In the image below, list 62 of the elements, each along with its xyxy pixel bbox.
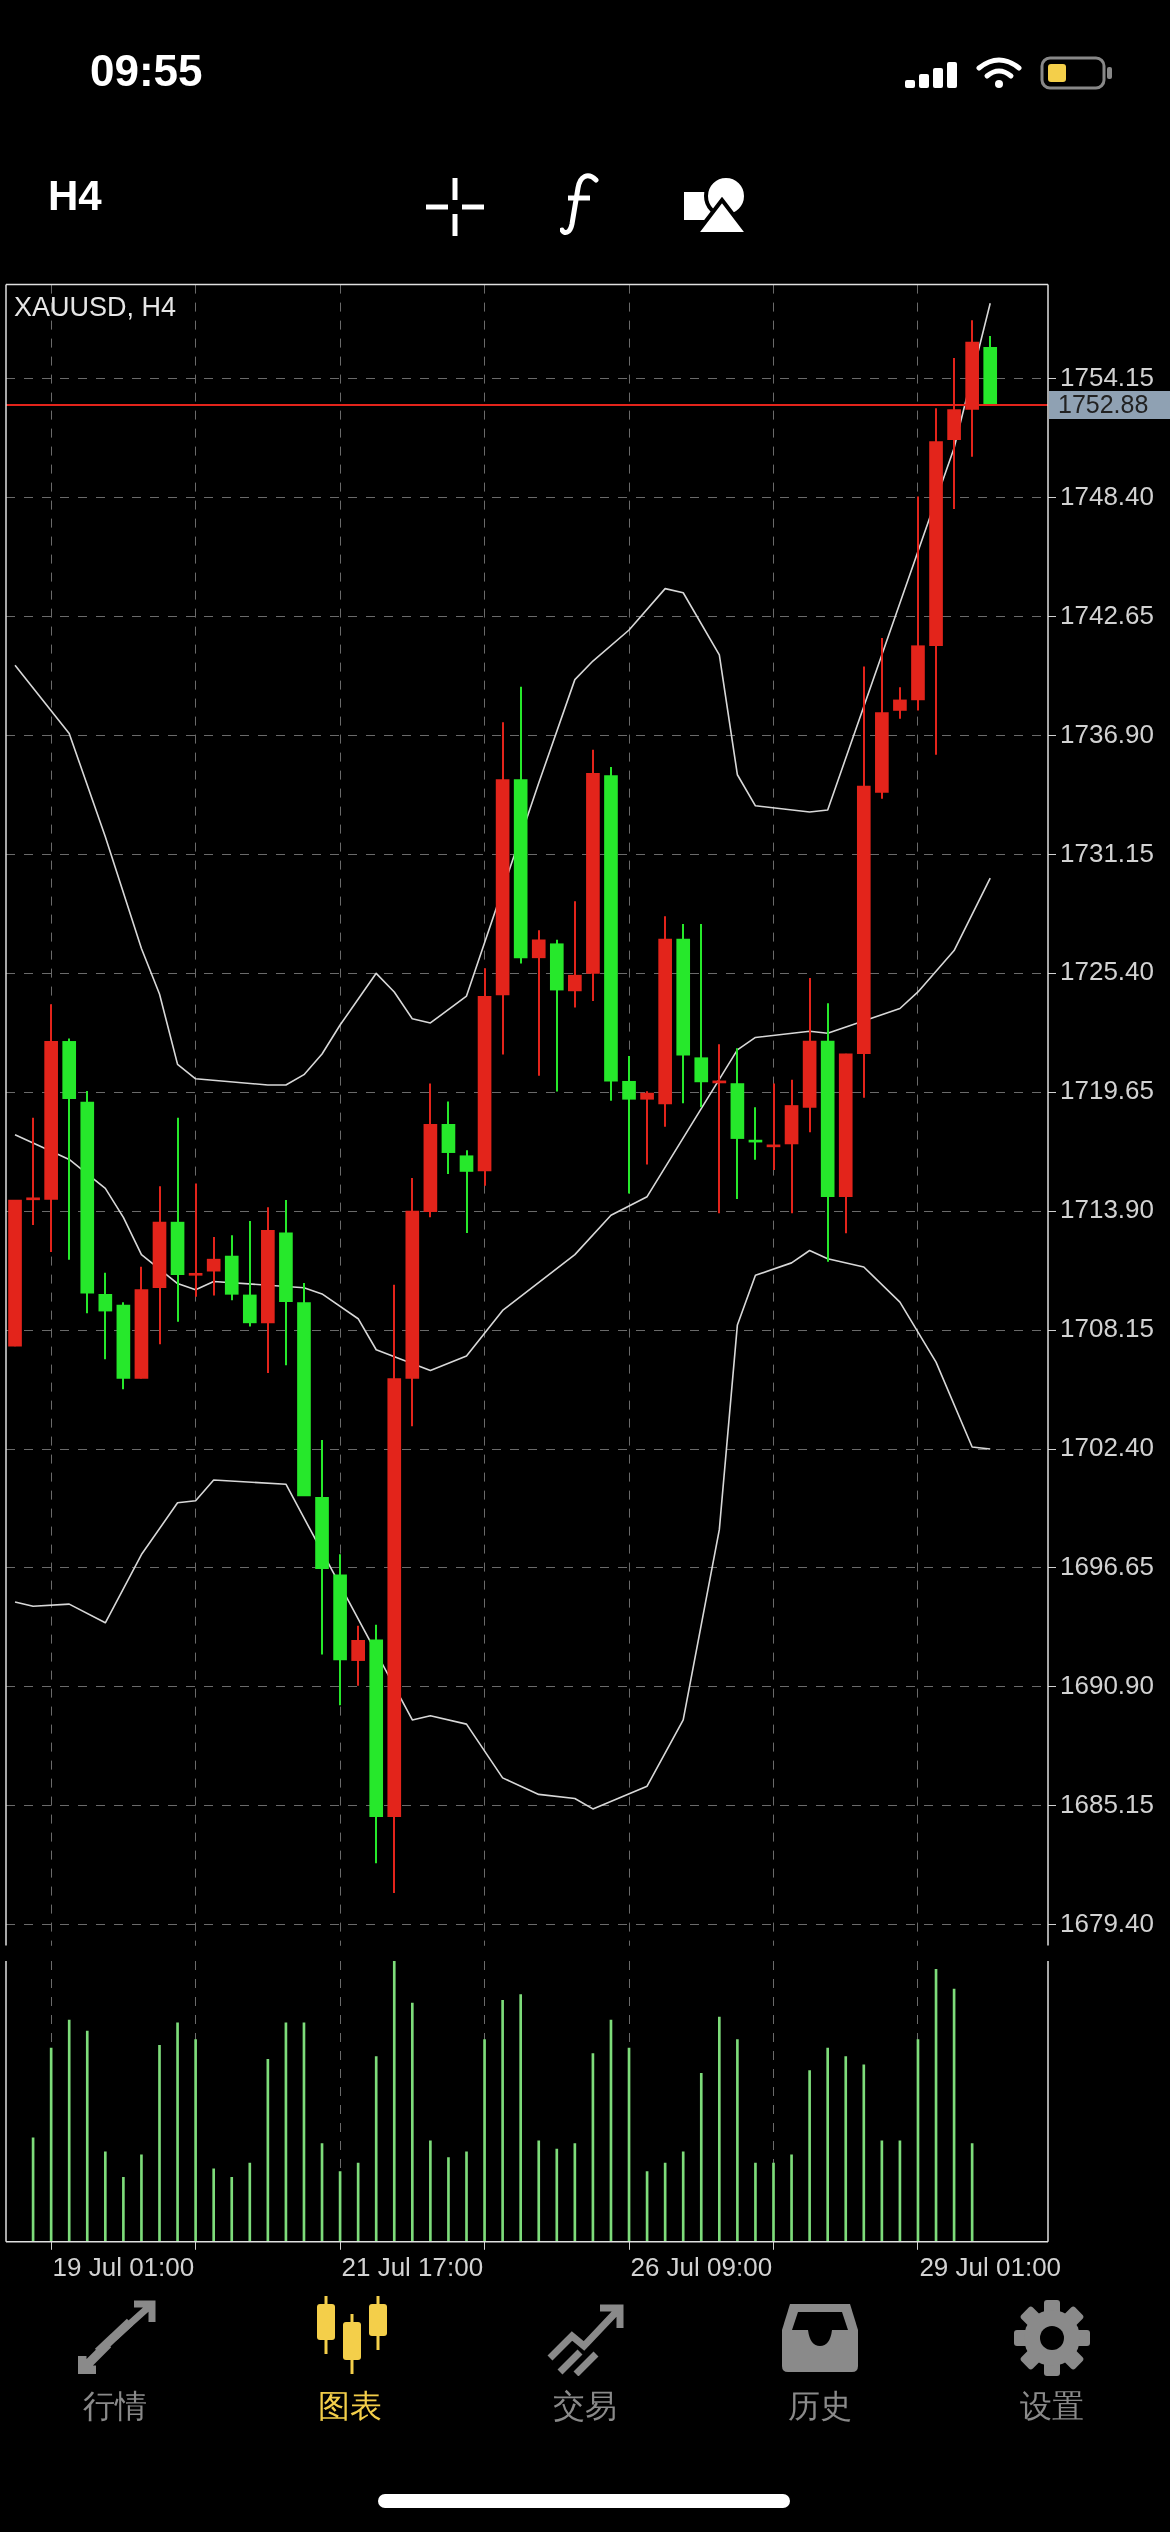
bar <box>122 2176 125 2242</box>
y-tick-label: 1731.15 <box>1060 837 1154 868</box>
x-tick-label: 19 Jul 01:00 <box>52 2251 195 2282</box>
bar <box>718 2016 721 2242</box>
bar <box>67 2019 71 2242</box>
bar <box>230 2176 234 2242</box>
text: 行情 <box>82 2387 148 2426</box>
bar <box>483 2039 486 2242</box>
y-tick-label: 1690.90 <box>1060 1670 1154 1701</box>
bar <box>374 2056 378 2242</box>
bar <box>772 2162 775 2242</box>
bar <box>754 2162 757 2242</box>
bar <box>501 1999 504 2242</box>
text: 历史 <box>787 2387 853 2426</box>
chart-title: XAUUSD, H4 <box>14 291 177 322</box>
bar <box>519 1994 523 2242</box>
bar <box>140 2154 143 2242</box>
y-tick-label: 1708.15 <box>1060 1313 1154 1344</box>
bar <box>176 2022 179 2242</box>
ref-line-label: 1752.88 <box>1058 389 1149 418</box>
y-tick-label: 1702.40 <box>1060 1432 1154 1463</box>
x-tick-label: 29 Jul 01:00 <box>919 2251 1062 2282</box>
bar <box>790 2154 793 2242</box>
bar <box>85 2030 89 2242</box>
x-tick-label: 26 Jul 09:00 <box>630 2251 773 2282</box>
bar <box>808 2070 811 2242</box>
bar <box>447 2157 450 2242</box>
bar <box>465 2151 468 2242</box>
bar <box>158 2044 161 2242</box>
bar <box>537 2140 541 2242</box>
candlestick <box>26 1116 40 1227</box>
text: 交易 <box>552 2387 618 2426</box>
bar <box>411 2002 414 2242</box>
y-tick-label: 1754.15 <box>1060 361 1154 392</box>
y-tick-label: 1742.65 <box>1060 599 1154 630</box>
bar <box>392 1961 396 2242</box>
y-tick-label: 1679.40 <box>1060 1907 1154 1938</box>
bar <box>103 2151 107 2242</box>
bar <box>844 2056 848 2242</box>
y-tick-label: 1713.90 <box>1060 1194 1154 1225</box>
bar <box>194 2039 197 2242</box>
text: 图表 <box>317 2387 383 2426</box>
y-tick-label: 1748.40 <box>1060 480 1154 511</box>
bar <box>826 2047 830 2242</box>
x-tick-label: 21 Jul 17:00 <box>341 2251 484 2282</box>
text: 设置 <box>1019 2387 1085 2426</box>
text: H4 <box>48 172 102 220</box>
candlestick <box>188 1182 203 1298</box>
bar <box>862 2064 866 2242</box>
bar <box>248 2162 252 2242</box>
bar <box>736 2039 739 2242</box>
bar <box>681 2151 685 2242</box>
bar <box>429 2140 432 2242</box>
y-tick-label: 1725.40 <box>1060 956 1154 987</box>
bar <box>699 2072 703 2242</box>
y-tick-label: 1696.65 <box>1060 1551 1154 1582</box>
text: 09:55 <box>90 46 203 96</box>
bar <box>212 2168 216 2242</box>
y-tick-label: 1736.90 <box>1060 718 1154 749</box>
y-tick-label: 1719.65 <box>1060 1075 1154 1106</box>
bar <box>555 2148 559 2242</box>
y-tick-label: 1685.15 <box>1060 1788 1154 1819</box>
